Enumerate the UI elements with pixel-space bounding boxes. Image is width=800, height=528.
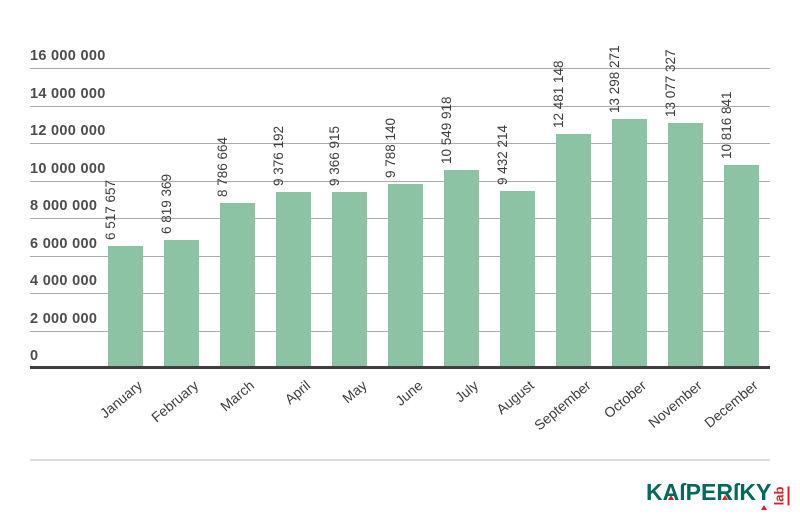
red-triangle-icon (721, 495, 728, 500)
bar-value-label-june: 9 788 140 (383, 117, 398, 178)
x-axis-label-october: October (600, 377, 650, 422)
bar-value-label-january: 6 517 657 (103, 179, 118, 240)
x-axis-label-december: December (701, 377, 762, 431)
y-axis-tick-label: 12 000 000 (30, 123, 106, 139)
footer-divider (30, 459, 770, 461)
gridline (30, 181, 770, 182)
y-axis-tick-label: 4 000 000 (30, 273, 98, 289)
x-axis-label-february: February (148, 377, 202, 426)
bar-august (500, 191, 535, 367)
brand-letter: K (739, 479, 756, 505)
bar-january (108, 246, 143, 367)
bar-value-label-february: 6 819 369 (159, 173, 174, 234)
brand-letter: P (685, 479, 701, 505)
bar-value-label-july: 10 549 918 (439, 96, 454, 164)
bar-value-label-november: 13 077 327 (663, 49, 678, 117)
x-axis-label-june: June (391, 377, 426, 409)
bar-july (444, 170, 479, 367)
bar-value-label-may: 9 366 915 (327, 125, 342, 186)
bar-june (388, 184, 423, 367)
x-axis-label-november: November (645, 377, 706, 431)
bar-november (668, 123, 703, 367)
x-axis-label-september: September (530, 377, 594, 434)
red-triangle-icon (760, 505, 767, 510)
kaspersky-lab-logo: KA ſPER ſKY lab (646, 478, 794, 516)
bar-value-label-august: 9 432 214 (495, 124, 510, 185)
kaspersky-wordmark: KA ſPER ſKY (646, 479, 771, 510)
bar-value-label-september: 12 481 148 (551, 60, 566, 128)
y-axis-tick-label: 6 000 000 (30, 236, 98, 252)
gridline (30, 68, 770, 69)
x-axis-line (30, 366, 770, 369)
x-axis-label-january: January (96, 377, 146, 422)
lab-label: lab (772, 486, 790, 506)
bar-february (164, 240, 199, 367)
x-axis-label-april: April (281, 377, 314, 408)
lab-vertical-text: lab (770, 478, 792, 514)
brand-letter: K (646, 479, 663, 505)
bar-september (556, 134, 591, 367)
brand-letter: E (700, 479, 717, 505)
bar-march (220, 203, 255, 367)
y-axis-tick-label: 16 000 000 (30, 48, 106, 64)
x-axis-label-march: March (217, 377, 258, 415)
y-axis-tick-label: 0 (30, 348, 39, 364)
x-axis-label-july: July (451, 377, 482, 406)
red-triangle-icon (667, 495, 674, 500)
brand-letter: ſ (679, 479, 686, 505)
brand-letter: Y (756, 480, 771, 510)
bar-value-label-october: 13 298 271 (607, 45, 622, 113)
bar-april (276, 192, 311, 367)
bar-october (612, 119, 647, 367)
y-axis-tick-label: 14 000 000 (30, 86, 106, 102)
bar-value-label-march: 8 786 664 (215, 136, 230, 197)
bar-december (724, 165, 759, 367)
brand-letter: ſ (732, 479, 740, 505)
bar-value-label-december: 10 816 841 (719, 91, 734, 159)
y-axis-tick-label: 2 000 000 (30, 311, 98, 327)
y-axis-tick-label: 10 000 000 (30, 161, 106, 177)
brand-letter: R (716, 479, 733, 505)
y-axis-tick-label: 8 000 000 (30, 198, 98, 214)
bar-may (332, 192, 367, 367)
gridline (30, 106, 770, 107)
gridline (30, 143, 770, 144)
x-axis-label-may: May (338, 377, 370, 407)
x-axis-label-august: August (493, 377, 538, 418)
bar-value-label-april: 9 376 192 (271, 125, 286, 186)
brand-letter: A (662, 479, 680, 505)
